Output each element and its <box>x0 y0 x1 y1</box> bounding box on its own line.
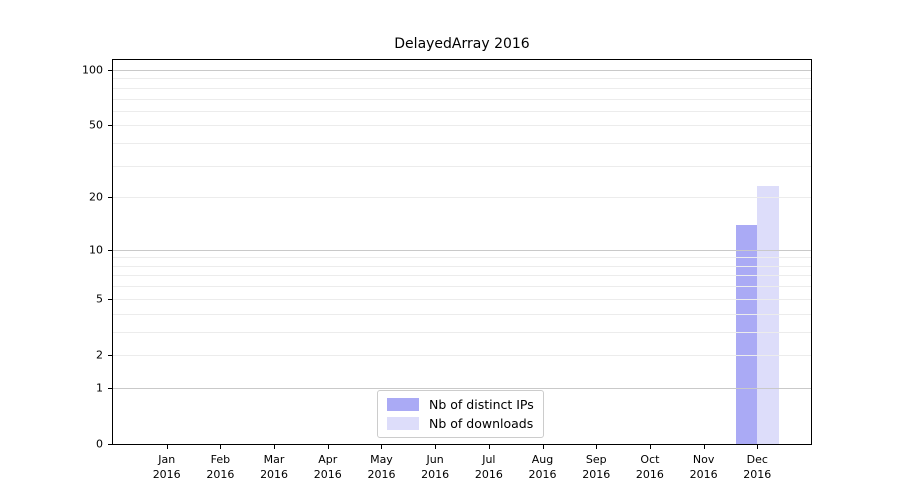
x-axis-tick-label: Feb 2016 <box>206 453 235 481</box>
gridline-minor <box>113 298 811 300</box>
x-axis-tick-label: Apr 2016 <box>313 453 342 481</box>
gridline-minor <box>113 165 811 167</box>
x-axis-tick-label: Aug 2016 <box>528 453 557 481</box>
x-axis-tick-label: Sep 2016 <box>582 453 611 481</box>
y-axis-tick-label: 20 <box>89 190 103 204</box>
y-axis-tick <box>108 70 112 72</box>
y-axis-tick <box>108 444 112 445</box>
gridline-minor <box>113 257 811 259</box>
gridline-major <box>113 249 811 251</box>
y-axis-tick <box>108 354 112 356</box>
x-axis-tick <box>381 445 383 449</box>
bar-downloads <box>757 186 779 444</box>
legend: Nb of distinct IPs Nb of downloads <box>377 390 544 438</box>
x-axis-tick-label: Jul 2016 <box>474 453 503 481</box>
y-axis-tick-label: 100 <box>82 63 103 77</box>
x-axis-tick <box>220 445 222 449</box>
gridline-minor <box>113 125 811 127</box>
gridline-minor <box>113 197 811 199</box>
y-axis-tick <box>108 249 112 251</box>
x-axis-tick <box>757 445 759 449</box>
x-axis-tick <box>649 445 651 449</box>
legend-label: Nb of downloads <box>429 416 534 431</box>
legend-swatch <box>387 398 419 411</box>
x-axis-tick-label: Jan 2016 <box>152 453 181 481</box>
gridline-minor <box>113 354 811 356</box>
bar-distinct-ips <box>735 224 758 444</box>
gridline-minor <box>113 110 811 112</box>
x-axis-tick <box>327 445 329 449</box>
y-axis-tick <box>108 125 112 127</box>
legend-item-distinct-ips: Nb of distinct IPs <box>387 397 534 412</box>
gridline-minor <box>113 143 811 145</box>
y-axis-tick-label: 0 <box>96 437 103 451</box>
gridline-minor <box>113 286 811 288</box>
legend-label: Nb of distinct IPs <box>429 397 534 412</box>
y-axis-tick <box>108 298 112 300</box>
gridline-minor <box>113 87 811 89</box>
x-axis-tick <box>435 445 437 449</box>
gridline-minor <box>113 98 811 100</box>
x-axis-tick-label: Jun 2016 <box>421 453 450 481</box>
x-axis-tick-label: May 2016 <box>367 453 396 481</box>
y-axis-tick-label: 10 <box>89 243 103 257</box>
gridline-major <box>113 387 811 389</box>
x-axis-tick <box>596 445 598 449</box>
y-axis-tick-label: 1 <box>96 381 103 395</box>
x-axis-tick-label: Mar 2016 <box>260 453 289 481</box>
gridline-minor <box>113 313 811 315</box>
gridline-minor <box>113 275 811 277</box>
y-axis-tick <box>108 387 112 389</box>
y-axis-tick-label: 2 <box>96 348 103 362</box>
x-axis-tick <box>166 445 168 449</box>
x-axis-tick <box>703 445 705 449</box>
x-axis-tick-label: Dec 2016 <box>743 453 772 481</box>
y-axis-tick-label: 5 <box>96 292 103 306</box>
x-axis-tick-label: Nov 2016 <box>689 453 718 481</box>
chart-title: DelayedArray 2016 <box>394 36 530 52</box>
x-axis-tick <box>274 445 276 449</box>
x-axis-tick <box>542 445 544 449</box>
x-axis-tick <box>488 445 490 449</box>
legend-swatch <box>387 417 419 430</box>
y-axis-tick-label: 50 <box>89 118 103 132</box>
plot-area: Nb of distinct IPs Nb of downloads 0 1 2 5 1… <box>82 59 812 481</box>
legend-item-downloads: Nb of downloads <box>387 416 534 431</box>
gridline-minor <box>113 78 811 80</box>
gridline-major <box>113 70 811 72</box>
y-axis-tick <box>108 197 112 199</box>
gridline-minor <box>113 265 811 267</box>
x-axis-tick-label: Oct 2016 <box>635 453 664 481</box>
gridline-minor <box>113 331 811 333</box>
